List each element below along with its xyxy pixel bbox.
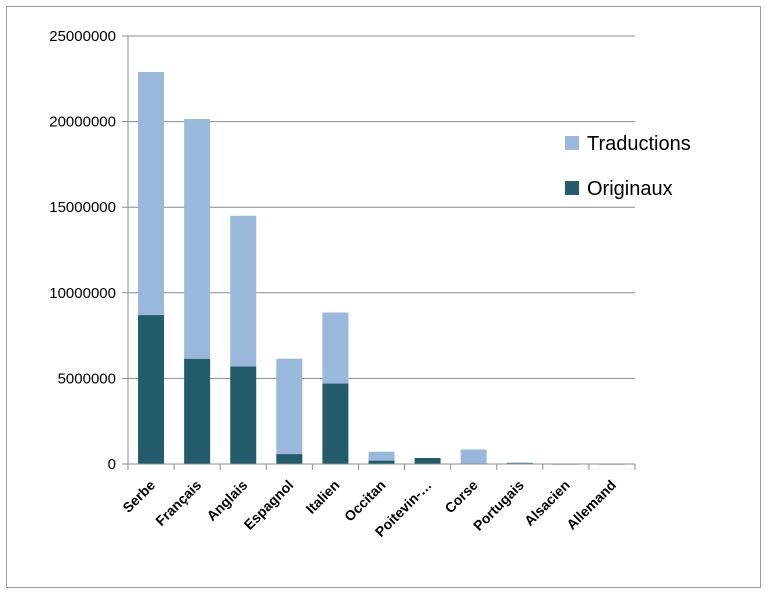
y-tick-label: 10000000 — [49, 285, 116, 302]
bars — [138, 71, 625, 465]
legend: Traductions Originaux — [565, 133, 691, 200]
bar-originaux-3 — [276, 454, 303, 464]
bar-originaux-5 — [368, 460, 395, 464]
bar-traductions-3 — [276, 358, 303, 455]
axes — [127, 36, 636, 470]
legend-swatch-traductions — [565, 136, 579, 150]
bar-traductions-5 — [368, 451, 395, 461]
y-tick-label: 0 — [108, 456, 116, 473]
y-tick-label: 5000000 — [58, 370, 116, 387]
x-category-label: Anglais — [203, 477, 250, 524]
y-axis-tick-labels: 0 5000000 10000000 15000000 20000000 25000000 — [49, 28, 116, 473]
y-tick-label: 20000000 — [49, 114, 116, 131]
bar-originaux-4 — [322, 383, 349, 464]
bar-originaux-2 — [230, 366, 257, 464]
bar-traductions-0 — [138, 71, 165, 316]
legend-label-originaux: Originaux — [587, 178, 673, 200]
x-category-label: Espagnol — [241, 477, 297, 533]
x-category-label: Corse — [441, 477, 481, 517]
bar-originaux-8 — [506, 462, 533, 464]
y-tick-label: 25000000 — [49, 28, 116, 45]
x-category-label: Occitan — [341, 477, 389, 525]
x-category-label: Italien — [303, 477, 343, 517]
bar-traductions-8 — [506, 462, 533, 464]
x-category-label: Portugais — [470, 477, 527, 534]
chart-frame — [6, 6, 761, 588]
gridlines — [122, 35, 635, 465]
x-category-label: Serbe — [119, 477, 158, 516]
legend-swatch-originaux — [565, 181, 579, 195]
bar-traductions-4 — [322, 312, 349, 384]
bar-traductions-7 — [460, 449, 487, 464]
bar-originaux-0 — [138, 315, 165, 464]
bar-originaux-1 — [184, 358, 211, 464]
bar-traductions-1 — [184, 119, 211, 359]
bar-originaux-6 — [414, 458, 441, 464]
x-category-label: Allemand — [563, 477, 619, 533]
bar-traductions-2 — [230, 215, 257, 367]
legend-label-traductions: Traductions — [587, 133, 691, 155]
y-tick-label: 15000000 — [49, 199, 116, 216]
x-category-label: Français — [152, 477, 204, 529]
